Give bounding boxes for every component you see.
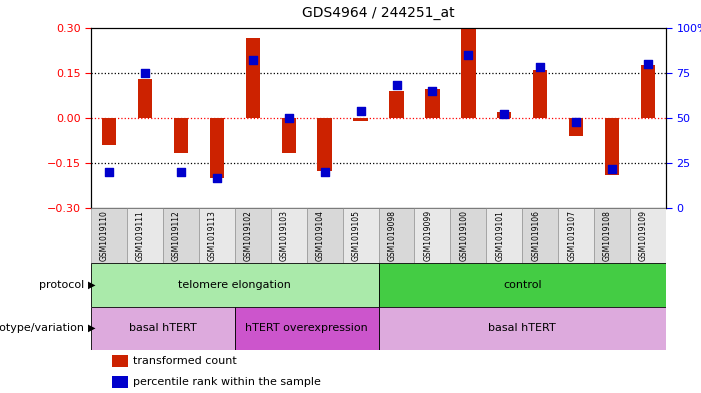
Point <box>211 174 222 181</box>
Bar <box>307 208 343 263</box>
Text: GSM1019106: GSM1019106 <box>531 210 540 261</box>
Text: genotype/variation: genotype/variation <box>0 323 84 333</box>
Bar <box>641 65 655 118</box>
Text: GDS4964 / 244251_at: GDS4964 / 244251_at <box>302 6 455 20</box>
Bar <box>414 208 450 263</box>
Text: GSM1019100: GSM1019100 <box>459 210 468 261</box>
Bar <box>138 79 152 118</box>
Bar <box>522 208 558 263</box>
Bar <box>235 307 379 350</box>
Bar <box>112 355 128 367</box>
Bar <box>91 208 127 263</box>
Bar <box>497 112 512 118</box>
Bar <box>379 307 666 350</box>
Bar <box>486 208 522 263</box>
Bar <box>389 91 404 118</box>
Point <box>463 51 474 58</box>
Bar <box>426 89 440 118</box>
Text: control: control <box>503 280 542 290</box>
Bar <box>594 208 630 263</box>
Bar <box>379 263 666 307</box>
Text: GSM1019112: GSM1019112 <box>172 210 181 261</box>
Bar <box>318 118 332 171</box>
Bar <box>163 208 199 263</box>
Point <box>427 88 438 94</box>
Bar <box>343 208 379 263</box>
Text: ▶: ▶ <box>88 323 95 333</box>
Bar <box>569 118 583 136</box>
Text: basal hTERT: basal hTERT <box>129 323 197 333</box>
Point <box>498 111 510 118</box>
Bar <box>91 307 235 350</box>
Bar <box>112 376 128 388</box>
Point <box>104 169 115 175</box>
Bar <box>174 118 188 152</box>
Bar <box>558 208 594 263</box>
Bar <box>210 118 224 178</box>
Point <box>139 70 151 76</box>
Bar <box>199 208 235 263</box>
Bar <box>630 208 666 263</box>
Text: telomere elongation: telomere elongation <box>178 280 292 290</box>
Bar <box>271 208 307 263</box>
Text: GSM1019107: GSM1019107 <box>567 210 576 261</box>
Point <box>606 165 618 172</box>
Point <box>355 108 366 114</box>
Bar <box>379 208 414 263</box>
Text: basal hTERT: basal hTERT <box>489 323 556 333</box>
Text: GSM1019110: GSM1019110 <box>100 210 109 261</box>
Text: GSM1019102: GSM1019102 <box>244 210 253 261</box>
Bar <box>282 118 296 152</box>
Bar <box>461 29 475 118</box>
Bar <box>605 118 619 175</box>
Text: transformed count: transformed count <box>133 356 237 366</box>
Bar <box>127 208 163 263</box>
Point <box>175 169 186 175</box>
Bar <box>450 208 486 263</box>
Text: percentile rank within the sample: percentile rank within the sample <box>133 377 321 387</box>
Point <box>247 57 259 63</box>
Text: GSM1019105: GSM1019105 <box>352 210 360 261</box>
Text: ▶: ▶ <box>88 280 95 290</box>
Text: GSM1019103: GSM1019103 <box>280 210 289 261</box>
Text: GSM1019108: GSM1019108 <box>603 210 612 261</box>
Text: GSM1019099: GSM1019099 <box>423 210 433 261</box>
Point <box>391 82 402 88</box>
Bar <box>353 118 368 121</box>
Text: GSM1019111: GSM1019111 <box>136 210 145 261</box>
Text: protocol: protocol <box>39 280 84 290</box>
Bar <box>102 118 116 145</box>
Point <box>642 61 653 67</box>
Bar <box>533 70 547 118</box>
Bar <box>91 263 379 307</box>
Point <box>535 64 546 70</box>
Text: GSM1019098: GSM1019098 <box>388 210 397 261</box>
Text: GSM1019113: GSM1019113 <box>208 210 217 261</box>
Point <box>319 169 330 175</box>
Text: GSM1019109: GSM1019109 <box>639 210 648 261</box>
Text: hTERT overexpression: hTERT overexpression <box>245 323 368 333</box>
Bar <box>235 208 271 263</box>
Point <box>283 115 294 121</box>
Point <box>571 118 582 125</box>
Bar <box>245 38 260 118</box>
Text: GSM1019101: GSM1019101 <box>496 210 504 261</box>
Text: GSM1019104: GSM1019104 <box>315 210 325 261</box>
